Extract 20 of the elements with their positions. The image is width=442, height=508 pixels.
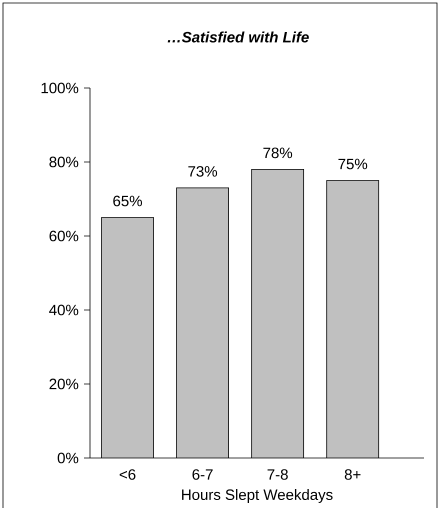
- y-tick-label: 0%: [58, 452, 78, 464]
- data-label: 78%: [263, 148, 292, 158]
- y-tick-label: 40%: [49, 304, 78, 316]
- bar: [326, 180, 380, 458]
- x-tick-label: 7-8: [268, 469, 288, 480]
- x-axis-title: Hours Slept Weekdays: [182, 489, 333, 503]
- data-label: 75%: [338, 158, 368, 170]
- x-tick-label: 6-7: [192, 469, 213, 480]
- y-tick-label: 20%: [50, 378, 78, 390]
- bar: [102, 217, 154, 458]
- bar: [252, 169, 304, 458]
- data-label: 65%: [113, 196, 142, 206]
- x-tick-label: <6: [120, 469, 136, 480]
- chart-title: …Satisfied with Life: [168, 31, 309, 43]
- y-tick-label: 100%: [42, 82, 78, 94]
- x-tick-label: 8+: [344, 469, 361, 480]
- data-label: 73%: [188, 166, 218, 177]
- y-tick-label: 80%: [49, 156, 78, 168]
- bar: [176, 188, 229, 458]
- y-tick-label: 60%: [50, 230, 78, 242]
